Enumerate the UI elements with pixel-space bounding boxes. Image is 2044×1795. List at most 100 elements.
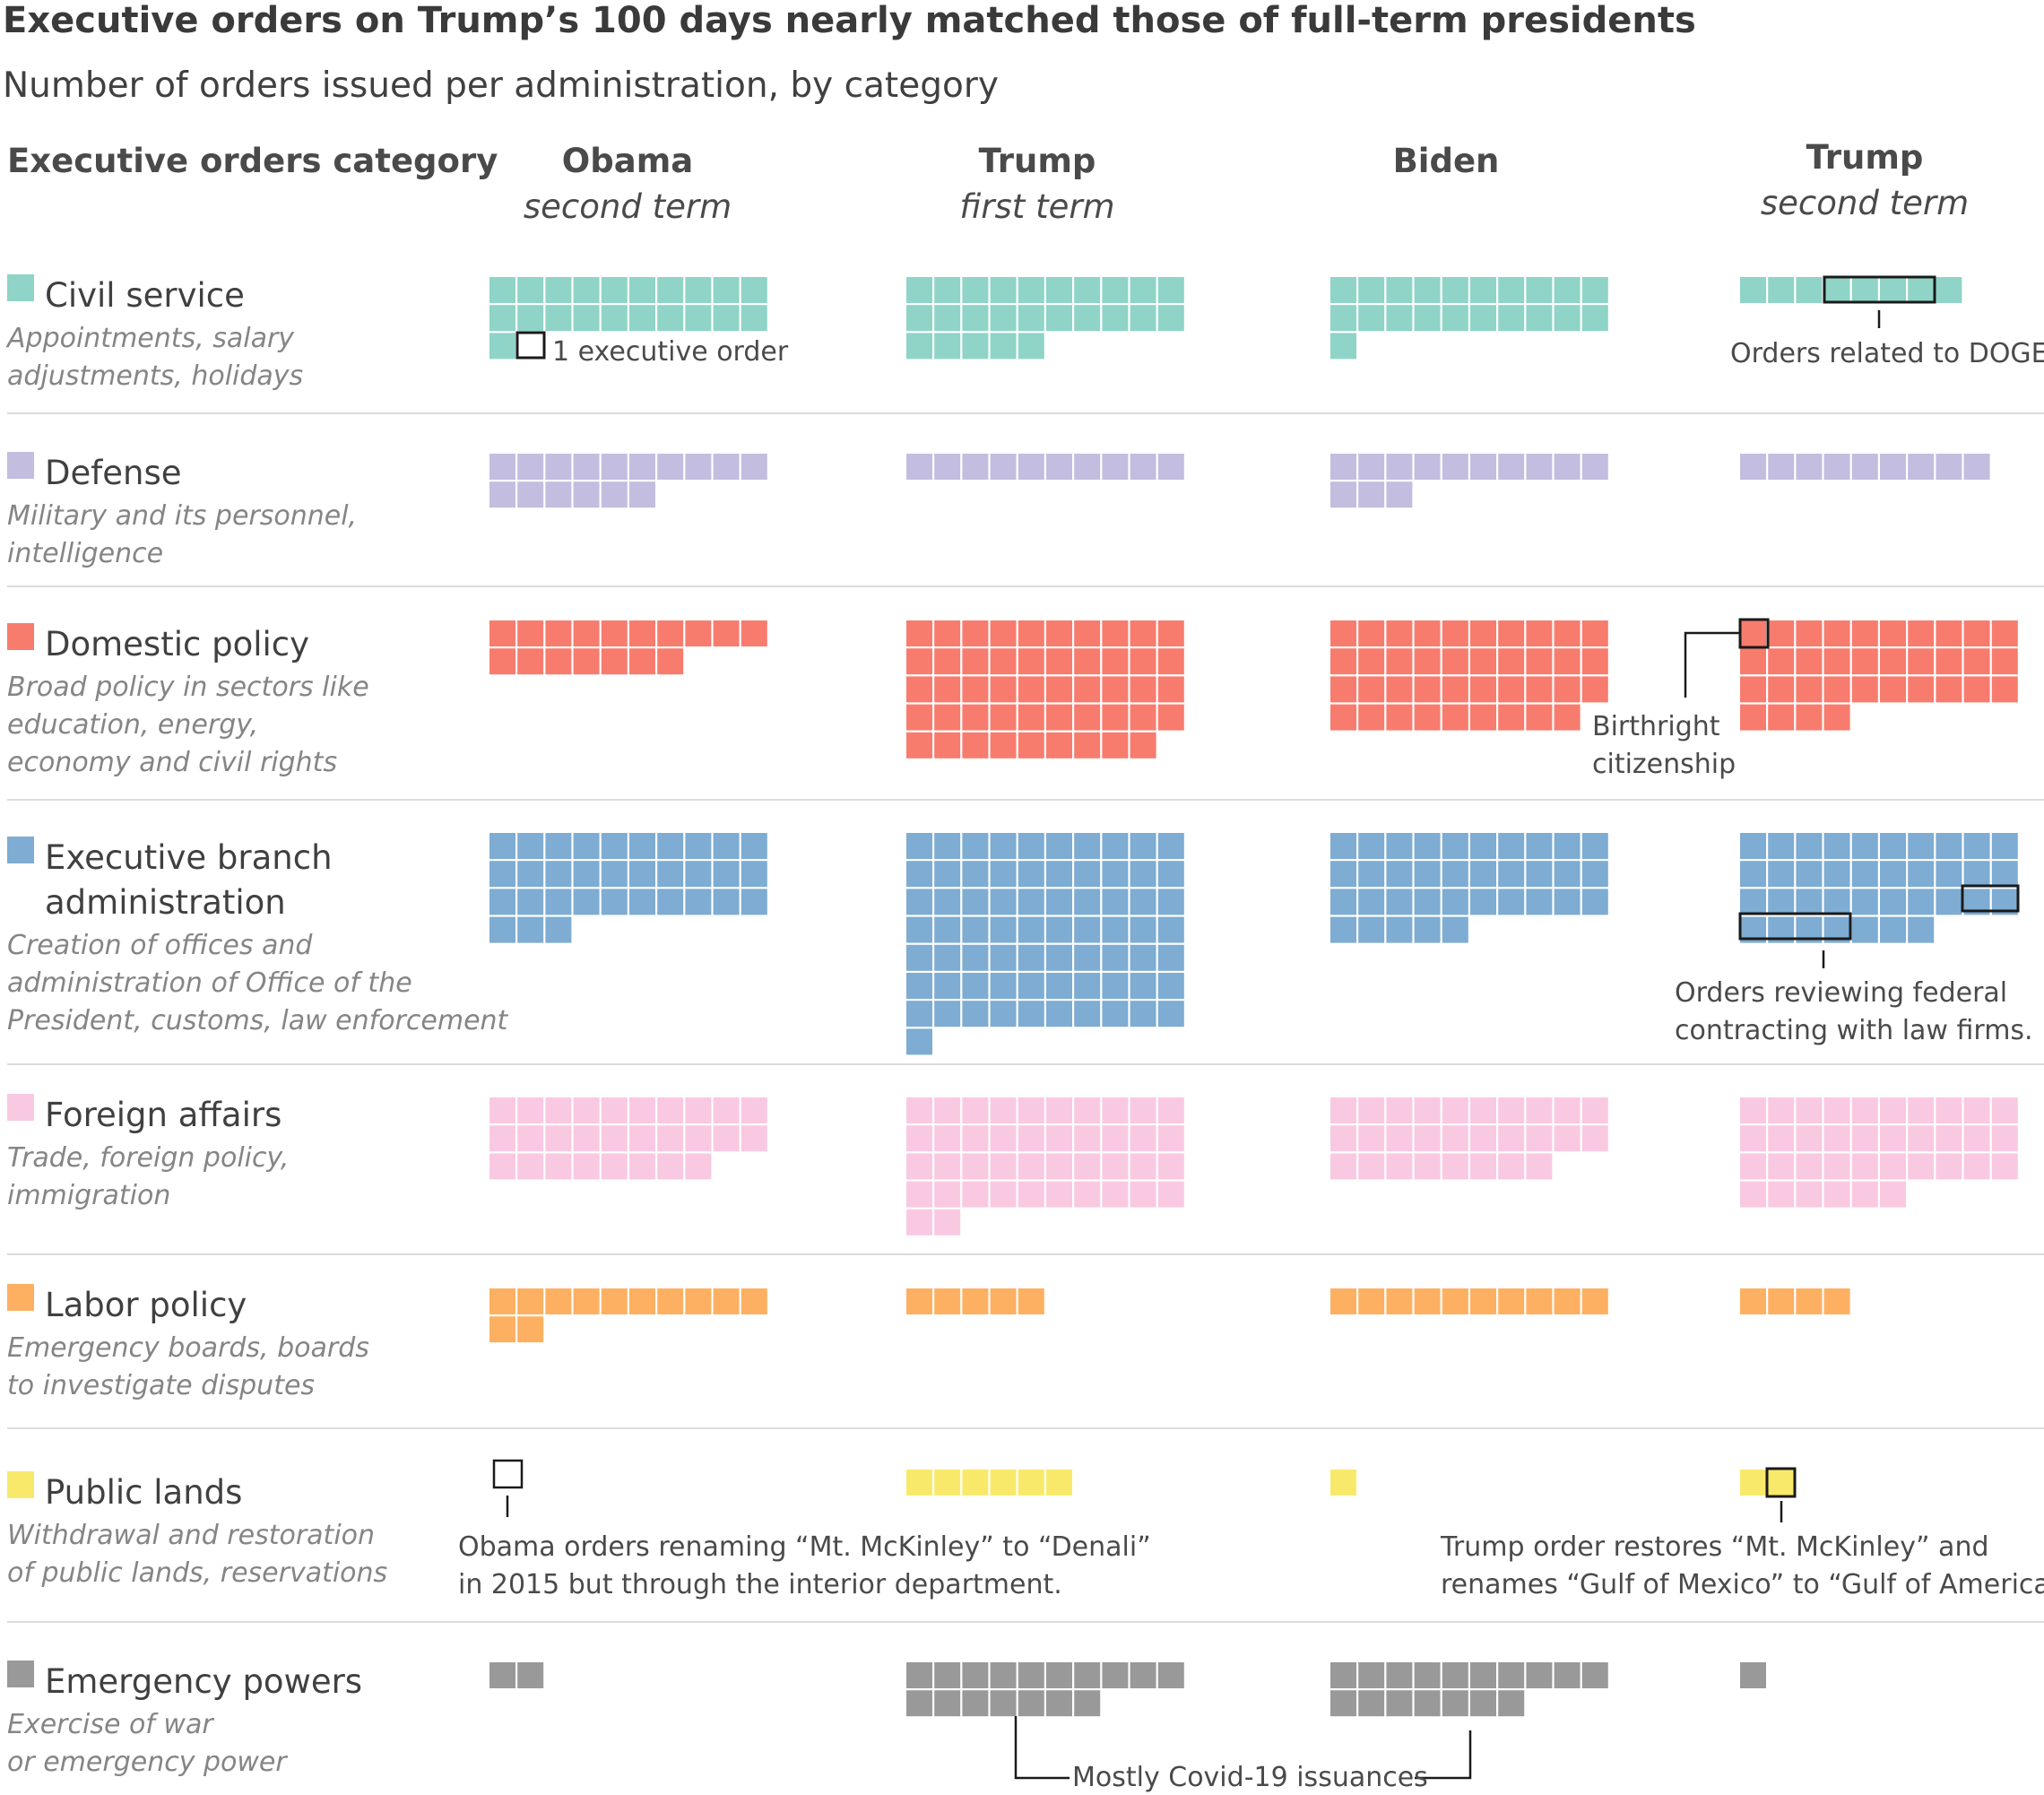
waffle-square (1822, 859, 1852, 889)
waffle-square (543, 275, 574, 305)
waffle-square (960, 1287, 991, 1316)
waffle-square (1016, 646, 1046, 677)
denali-label-2: in 2015 but through the interior departm… (458, 1569, 1062, 1600)
waffle-square (1934, 275, 1964, 305)
waffle-square (599, 831, 629, 861)
waffle-square (932, 887, 963, 917)
waffle-square (571, 646, 602, 677)
waffle-square (1878, 1179, 1908, 1210)
waffle-square (1044, 674, 1074, 705)
waffle-square (1878, 887, 1908, 917)
waffle-square (1934, 1123, 1964, 1154)
waffle-square (1329, 887, 1358, 917)
waffle-square (739, 831, 769, 861)
waffle-square (1156, 452, 1186, 481)
category-description: Broad policy in sectors like (7, 672, 369, 703)
waffle-square (655, 1287, 686, 1316)
waffle-square (905, 859, 934, 889)
waffle-square (932, 619, 963, 648)
waffle-square (905, 1688, 934, 1719)
waffle-square (988, 915, 1018, 945)
waffle-square (488, 859, 517, 889)
waffle-square (1849, 619, 1880, 648)
waffle-square (1016, 942, 1046, 973)
waffle-square (1016, 1123, 1046, 1154)
waffle-square (932, 1179, 963, 1210)
waffle-square (515, 1661, 546, 1690)
waffle-square (988, 859, 1018, 889)
waffle-square (1468, 859, 1498, 889)
waffle-square (905, 275, 934, 305)
waffle-square (932, 275, 963, 305)
waffle-square (905, 1661, 934, 1690)
waffle-square (905, 1096, 934, 1125)
waffle-square (1934, 646, 1964, 677)
waffle-square (1822, 1287, 1852, 1316)
waffle-square (599, 619, 629, 648)
category-description: adjustments, holidays (7, 360, 303, 392)
waffle-square (988, 674, 1018, 705)
waffle-square (1356, 1688, 1387, 1719)
waffle-square (1384, 619, 1415, 648)
waffle-square (1329, 1096, 1358, 1125)
waffle-square (1016, 1468, 1046, 1497)
waffle-square (1849, 887, 1880, 917)
waffle-square (1412, 915, 1442, 945)
waffle-square (1934, 619, 1964, 648)
waffle-square (1878, 915, 1908, 945)
waffle-square (1552, 702, 1582, 733)
waffle-square (1412, 646, 1442, 677)
waffle-square (1072, 999, 1103, 1029)
waffle-square (1044, 1123, 1074, 1154)
waffle-square (905, 702, 934, 733)
waffle-square (515, 1314, 546, 1345)
unit-legend-box (515, 331, 546, 360)
waffle-square (683, 452, 714, 481)
waffle-square (1044, 887, 1074, 917)
waffle-square (1016, 331, 1046, 361)
waffle-square (1794, 452, 1824, 481)
waffle-square (1878, 1151, 1908, 1182)
waffle-square (1989, 674, 2020, 705)
waffle-square (905, 971, 934, 1001)
waffle-square (1016, 619, 1046, 648)
waffle-square (683, 1287, 714, 1316)
category-swatch (7, 623, 34, 650)
waffle-square (1412, 1096, 1442, 1125)
waffle-square (1156, 942, 1186, 973)
waffle-square (655, 859, 686, 889)
waffle-square (1524, 831, 1555, 861)
waffle-square (988, 1287, 1018, 1316)
waffle-square (1016, 674, 1046, 705)
waffle-square (1496, 1151, 1527, 1182)
waffle-square (1766, 702, 1797, 733)
waffle-square (711, 859, 741, 889)
waffle-square (515, 915, 546, 945)
category-name: Civil service (45, 276, 245, 315)
waffle-square (1072, 619, 1103, 648)
waffle-square (683, 1096, 714, 1125)
waffle-square (1016, 999, 1046, 1029)
waffle-square (932, 702, 963, 733)
waffle-square (1156, 619, 1186, 648)
waffle-square (1989, 619, 2020, 648)
waffle-square (1738, 646, 1768, 677)
waffle-square (628, 1123, 657, 1154)
waffle-square (628, 452, 657, 481)
waffle-square (1580, 1661, 1610, 1690)
waffle-square (1580, 674, 1610, 705)
waffle-square (1766, 646, 1797, 677)
waffle-square (1128, 646, 1158, 677)
waffle-square (1412, 1688, 1442, 1719)
category-name: Executive branch (45, 838, 333, 877)
waffle-square (1738, 674, 1768, 705)
waffle-square (628, 1096, 657, 1125)
waffle-square (1356, 674, 1387, 705)
waffle-square (488, 331, 517, 361)
waffle-square (988, 702, 1018, 733)
waffle-square (1356, 1287, 1387, 1316)
waffle-square (1356, 303, 1387, 334)
waffle-square (1766, 887, 1797, 917)
waffle-square (1100, 730, 1130, 760)
waffle-square (1468, 1688, 1498, 1719)
